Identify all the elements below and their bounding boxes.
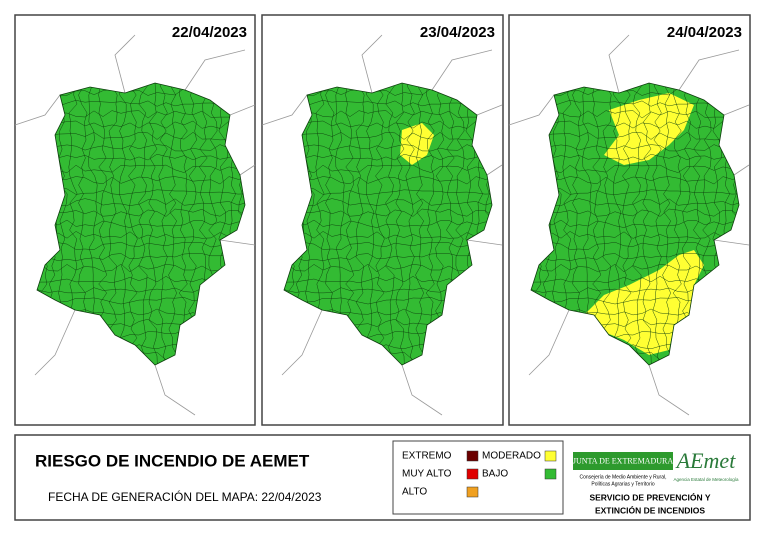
panel-date: 23/04/2023 — [420, 24, 495, 41]
municipal-borders — [531, 83, 739, 365]
legend-swatch — [466, 450, 479, 462]
service: SERVICIO DE PREVENCIÓN Y — [589, 491, 710, 502]
legend-swatch — [544, 468, 557, 480]
aemet-sub: Agencia Estatal de Meteorología — [673, 477, 739, 482]
outer-borders — [14, 34, 256, 416]
legend-label: MODERADO — [482, 451, 541, 462]
region-outline — [283, 82, 493, 366]
legend-frame — [14, 434, 751, 521]
panel-date: 22/04/2023 — [172, 24, 247, 41]
region-outline — [530, 82, 740, 366]
panel-date: 24/04/2023 — [667, 24, 742, 41]
outer-borders — [508, 34, 750, 416]
junta-sub: Consejería de Medio Ambiente y Rural, — [580, 474, 667, 480]
map-panel: 22/04/2023 — [14, 14, 256, 426]
legend-swatch — [466, 468, 479, 480]
legend-label: MUY ALTO — [402, 469, 452, 480]
map-panels: 22/04/2023 23/04/2023 24/04/2023 — [14, 14, 751, 426]
subtitle: FECHA DE GENERACIÓN DEL MAPA: 22/04/2023 — [48, 489, 322, 504]
outer-borders — [261, 34, 503, 416]
legend-label: BAJO — [482, 469, 508, 480]
title: RIESGO DE INCENDIO DE AEMET — [35, 451, 310, 470]
region-outline — [36, 82, 246, 366]
service: EXTINCIÓN DE INCENDIOS — [595, 504, 705, 515]
junta-sub: Políticas Agrarias y Territorio — [591, 481, 654, 487]
junta-name: JUNTA DE EXTREMADURA — [573, 456, 673, 465]
legend: EXTREMO MUY ALTO ALTO MODERADO BAJO — [402, 450, 557, 498]
junta-logo — [573, 452, 673, 470]
municipal-borders — [37, 83, 245, 365]
map-panel: 23/04/2023 — [261, 14, 504, 426]
municipal-borders — [284, 83, 492, 365]
legend-label: ALTO — [402, 487, 427, 498]
legend-swatch — [544, 450, 557, 462]
aemet-logo: AEmet — [675, 448, 737, 473]
map-panel: 24/04/2023 — [508, 14, 751, 426]
legend-label: EXTREMO — [402, 451, 452, 462]
moderate-area — [400, 123, 434, 165]
legend-swatch — [466, 486, 479, 498]
moderate-area — [579, 250, 704, 355]
